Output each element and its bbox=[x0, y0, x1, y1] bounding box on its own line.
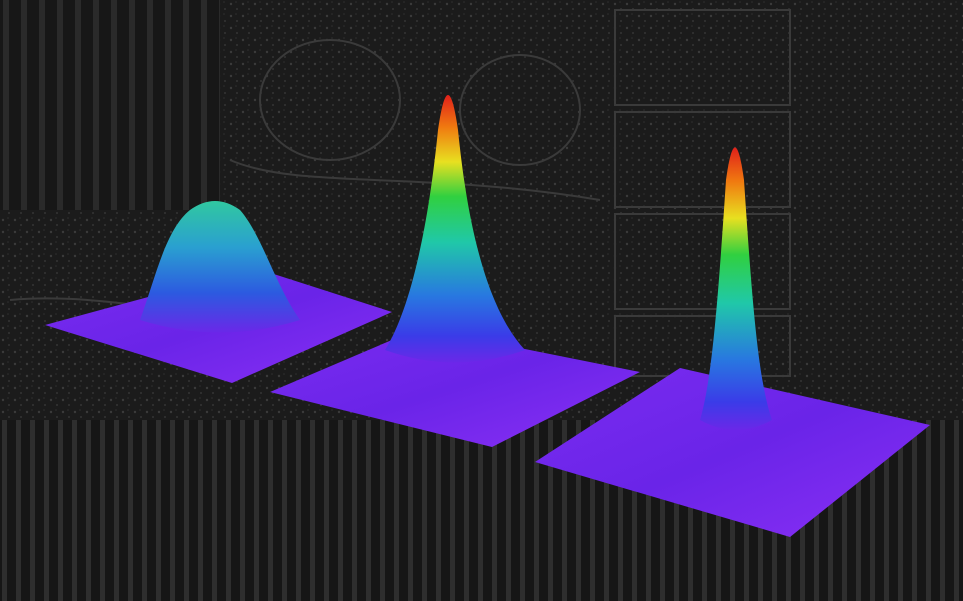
density-plot-middle bbox=[270, 95, 640, 447]
density-plot-left bbox=[45, 201, 392, 383]
background-stripes bbox=[0, 0, 220, 210]
density-plot-right bbox=[535, 147, 930, 537]
